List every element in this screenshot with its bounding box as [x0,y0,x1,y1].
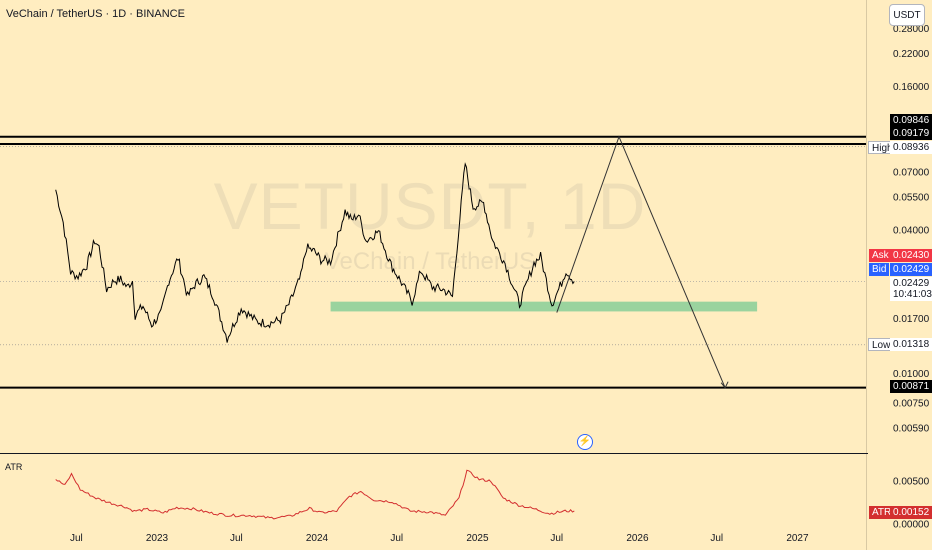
projection-path[interactable] [556,135,726,388]
bid-label: Bid [869,263,890,276]
x-tick-label-3: 2024 [306,533,329,544]
price-series-line [55,162,575,343]
symbol-title[interactable]: VeChain / TetherUS · 1D · BINANCE [6,8,185,20]
atr-y-tick-label-0: 0.00500 [893,477,930,488]
level-tag-bottom: 0.00871 [890,380,932,393]
bar-countdown: 10:41:03 [890,288,932,301]
x-tick-label-2: Jul [230,533,243,544]
price-axis-border [866,0,867,550]
level-tag-top-1: 0.09846 [890,114,932,127]
atr-value-tag: 0.00152 [890,506,932,519]
level-tag-top-2: 0.09179 [890,127,932,140]
y-tick-label-5: 0.04000 [893,225,930,236]
y-tick-label-6: 0.01700 [893,314,930,325]
x-tick-label-1: 2023 [146,533,169,544]
ask-value: 0.02430 [890,249,932,262]
y-axis-ticks: 0.28000 0.22000 0.16000 0.07000 0.05500 0.040… [893,24,930,530]
y-tick-label-4: 0.05500 [893,192,930,203]
watermark-ticker: VETUSDT, 1D [213,169,647,243]
high-value: 0.08936 [890,141,932,154]
atr-label-tag: ATR [869,506,895,519]
x-axis-ticks: Jul 2023 Jul 2024 Jul 2025 Jul 2026 Jul 2027 [70,533,809,544]
bid-value: 0.02429 [890,263,932,276]
y-tick-label-1: 0.22000 [893,49,930,60]
lightning-icon[interactable]: ⚡ [577,434,593,450]
support-zone[interactable] [330,301,758,312]
x-tick-label-6: Jul [550,533,563,544]
last-price-value: 0.02429 [890,277,932,290]
x-tick-label-4: Jul [390,533,403,544]
y-tick-label-3: 0.07000 [893,168,930,179]
atr-series-line [55,469,575,520]
x-tick-label-5: 2025 [466,533,489,544]
projection-arrowhead [720,381,729,389]
y-tick-label-2: 0.16000 [893,82,930,93]
y-tick-label-7: 0.01000 [893,369,930,380]
y-tick-label-9: 0.00590 [893,424,930,435]
horizontal-levels [0,135,866,389]
x-tick-label-9: 2027 [786,533,809,544]
y-tick-label-0: 0.28000 [893,24,930,35]
x-tick-label-8: Jul [710,533,723,544]
atr-y-tick-label-1: 0.00000 [893,520,930,531]
x-tick-label-0: Jul [70,533,83,544]
pane-separator[interactable] [0,453,868,454]
ask-label: Ask [869,249,892,262]
x-tick-label-7: 2026 [626,533,649,544]
low-value: 0.01318 [890,338,932,351]
watermark-name: VeChain / TetherUS [324,248,536,275]
y-tick-label-8: 0.00750 [893,399,930,410]
currency-button[interactable]: USDT [889,4,925,26]
atr-indicator-label[interactable]: ATR [5,462,23,472]
